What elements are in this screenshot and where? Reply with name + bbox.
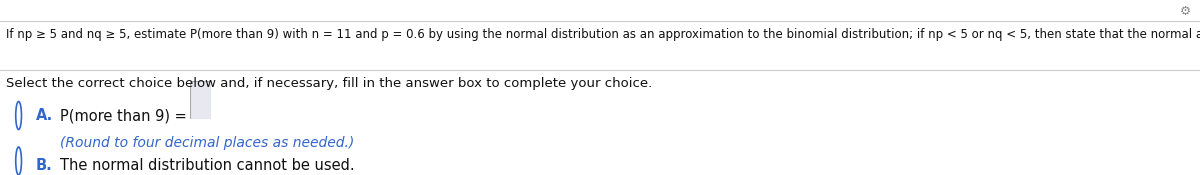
Text: B.: B. — [36, 158, 53, 173]
Text: The normal distribution cannot be used.: The normal distribution cannot be used. — [60, 158, 355, 173]
Text: If np ≥ 5 and nq ≥ 5, estimate P(more than 9) with n = 11 and p = 0.6 by using t: If np ≥ 5 and nq ≥ 5, estimate P(more th… — [6, 28, 1200, 41]
Text: (Round to four decimal places as needed.): (Round to four decimal places as needed.… — [60, 136, 354, 150]
Text: P(more than 9) =: P(more than 9) = — [60, 108, 187, 124]
Text: ⚙: ⚙ — [1181, 5, 1192, 18]
Text: Select the correct choice below and, if necessary, fill in the answer box to com: Select the correct choice below and, if … — [6, 77, 653, 90]
Text: A.: A. — [36, 108, 53, 124]
FancyBboxPatch shape — [190, 80, 211, 119]
